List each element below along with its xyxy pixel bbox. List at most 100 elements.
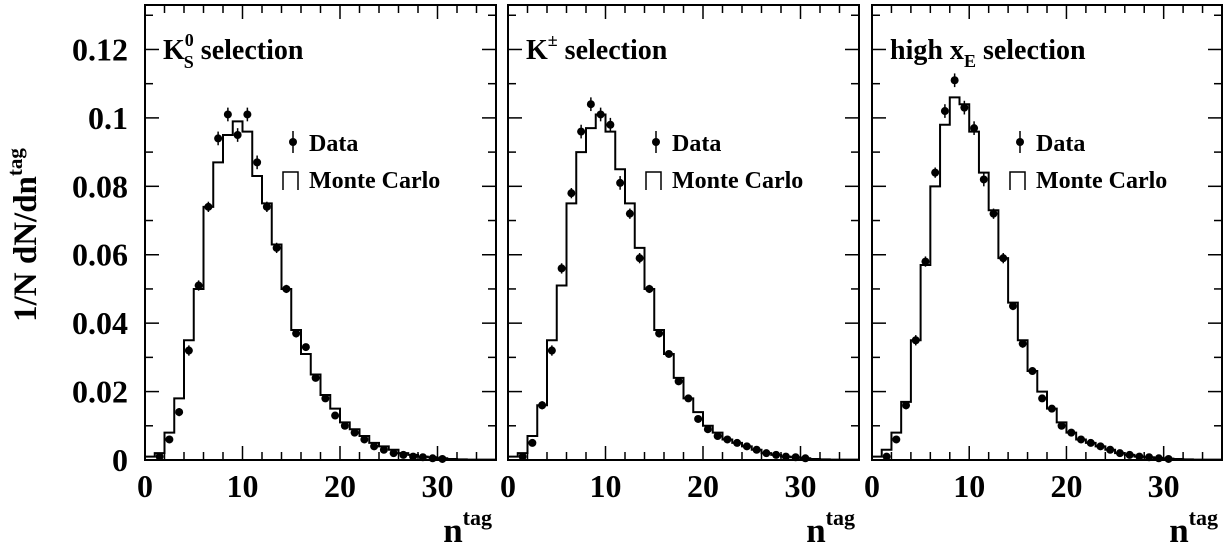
legend-mc-marker	[282, 171, 299, 190]
data-point	[282, 284, 291, 294]
data-point	[625, 208, 634, 219]
panel-1: 0 10 20 30 0 0.02 0.04 0.06 0.08 0.1 0.12 ntag K0 S s…	[72, 4, 497, 550]
data-point	[703, 425, 712, 434]
data-point	[155, 452, 164, 461]
x-axis-title: ntag	[806, 505, 855, 550]
data-point	[902, 401, 911, 410]
data-point	[1096, 442, 1105, 451]
data-point	[694, 414, 703, 423]
data-point	[518, 452, 527, 461]
panel-label: K0 S selection	[163, 30, 304, 72]
data-point	[321, 394, 330, 403]
data-point	[762, 449, 771, 458]
data-point	[674, 377, 683, 386]
data-point	[175, 408, 184, 417]
data-point	[616, 176, 625, 190]
data-point	[1077, 435, 1086, 444]
y-axis-title-sup: tag	[3, 148, 27, 176]
legend: Data Monte Carlo	[282, 131, 440, 194]
data-point	[684, 394, 693, 403]
data-point	[772, 450, 781, 459]
data-point	[331, 411, 340, 420]
legend-data-marker	[652, 131, 660, 153]
data-point	[389, 449, 398, 458]
data-point	[635, 253, 644, 264]
data-point	[801, 454, 810, 463]
data-point	[713, 432, 722, 441]
data-point	[528, 438, 537, 447]
data-point	[428, 454, 437, 463]
data-point	[165, 435, 174, 444]
x-tick-label: 10	[953, 468, 985, 504]
y-tick-label: 0.12	[72, 31, 128, 67]
mc-histogram-series	[507, 113, 859, 461]
data-point	[360, 435, 369, 444]
data-point	[1125, 450, 1134, 459]
data-point	[1115, 449, 1124, 458]
data-point	[577, 124, 586, 139]
data-point	[301, 343, 310, 352]
data-point	[892, 435, 901, 444]
data-point	[781, 452, 790, 461]
data-point	[340, 421, 349, 430]
data-point	[960, 100, 969, 115]
data-point	[655, 329, 664, 338]
legend-mc-label: Monte Carlo	[672, 168, 803, 194]
data-point	[399, 450, 408, 459]
data-point	[557, 263, 566, 274]
data-point	[1135, 452, 1144, 461]
y-axis-title: 1/N dN/dntag	[3, 148, 44, 322]
data-point	[1057, 421, 1066, 430]
data-point	[204, 201, 213, 212]
data-point	[184, 345, 193, 356]
x-axis-title: ntag	[1169, 505, 1218, 550]
y-tick-label: 0.08	[72, 168, 128, 204]
legend-data-label: Data	[309, 131, 358, 157]
data-point	[1154, 454, 1163, 463]
x-tick-label: 20	[687, 468, 719, 504]
data-point	[606, 117, 615, 132]
data-point	[350, 428, 359, 437]
panels: 0 10 20 30 0 0.02 0.04 0.06 0.08 0.1 0.12 ntag K0 S s…	[72, 4, 1223, 550]
y-tick-label: 0.04	[72, 305, 128, 341]
data-point	[262, 201, 271, 212]
legend-data-marker	[289, 131, 297, 153]
data-point	[272, 242, 281, 254]
data-point	[596, 107, 605, 122]
x-tick-label: 10	[227, 468, 259, 504]
data-point	[1018, 339, 1027, 348]
data-point	[1164, 454, 1173, 463]
data-point	[194, 280, 203, 291]
data-point	[791, 453, 800, 462]
legend-mc-marker	[1009, 171, 1026, 190]
legend: Data Monte Carlo	[645, 131, 803, 194]
data-point	[370, 442, 379, 451]
svg-text:1/N dN/dntag: 1/N dN/dntag	[3, 148, 44, 322]
data-point	[418, 453, 427, 462]
x-tick-label: 30	[785, 468, 817, 504]
x-tick-label: 0	[500, 468, 516, 504]
x-axis-title: ntag	[443, 505, 492, 550]
data-point	[733, 438, 742, 447]
data-point	[723, 435, 732, 444]
data-point	[911, 335, 920, 346]
data-point	[1067, 428, 1076, 437]
x-tick-label: 0	[137, 468, 153, 504]
data-point	[999, 253, 1008, 264]
x-tick-label: 10	[590, 468, 622, 504]
data-point	[931, 167, 940, 178]
data-point	[409, 452, 418, 461]
data-point	[233, 128, 242, 142]
data-point	[379, 445, 388, 454]
data-point	[438, 454, 447, 463]
legend-data-label: Data	[1036, 131, 1085, 157]
y-axis-title-main: 1/N dN/dn	[8, 176, 44, 322]
data-point	[214, 131, 223, 146]
x-tick-label: 0	[864, 468, 880, 504]
legend-mc-marker	[645, 171, 662, 190]
legend-data-label: Data	[672, 131, 721, 157]
data-point	[538, 401, 547, 410]
panel-label: K± selection	[526, 30, 668, 66]
legend-data-marker	[1016, 131, 1024, 153]
